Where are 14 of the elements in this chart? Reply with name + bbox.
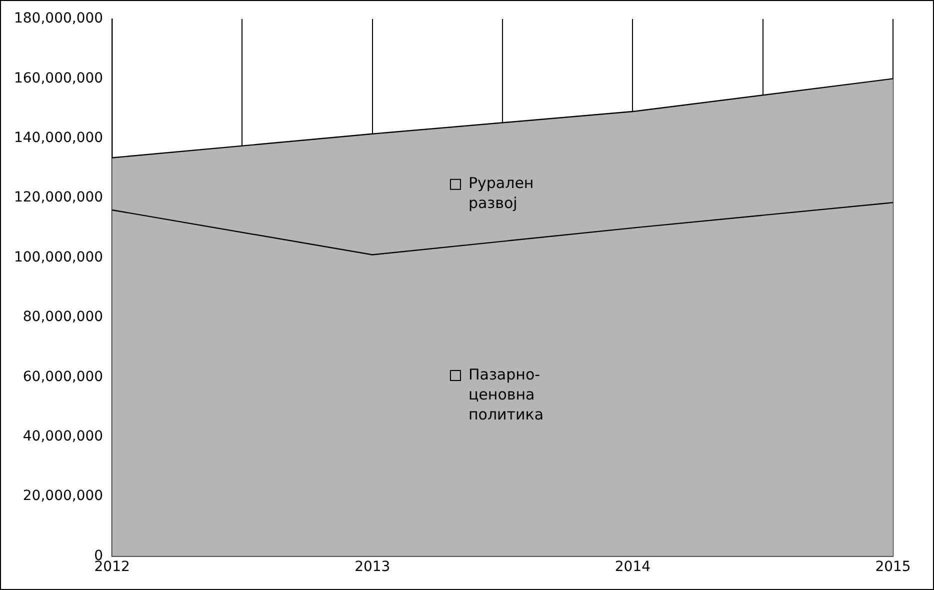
y-tick-label: 160,000,000 <box>14 70 104 86</box>
x-tick-label: 2015 <box>875 559 911 576</box>
x-tick-label: 2014 <box>614 559 651 576</box>
x-tick-label: 2013 <box>354 559 390 576</box>
y-tick-label: 180,000,000 <box>14 10 104 27</box>
y-tick-label: 80,000,000 <box>22 309 104 326</box>
y-tick-label: 60,000,000 <box>22 368 104 385</box>
y-tick-label: 20,000,000 <box>22 488 104 504</box>
y-tick-label: 100,000,000 <box>14 249 104 266</box>
y-tick-label: 120,000,000 <box>14 190 104 206</box>
legend-label: Пазарно-ценовна политика <box>468 365 544 424</box>
y-tick-label: 140,000,000 <box>14 130 104 146</box>
y-tick-label: 40,000,000 <box>22 428 104 444</box>
legend-label: Рурален развој <box>468 174 534 212</box>
